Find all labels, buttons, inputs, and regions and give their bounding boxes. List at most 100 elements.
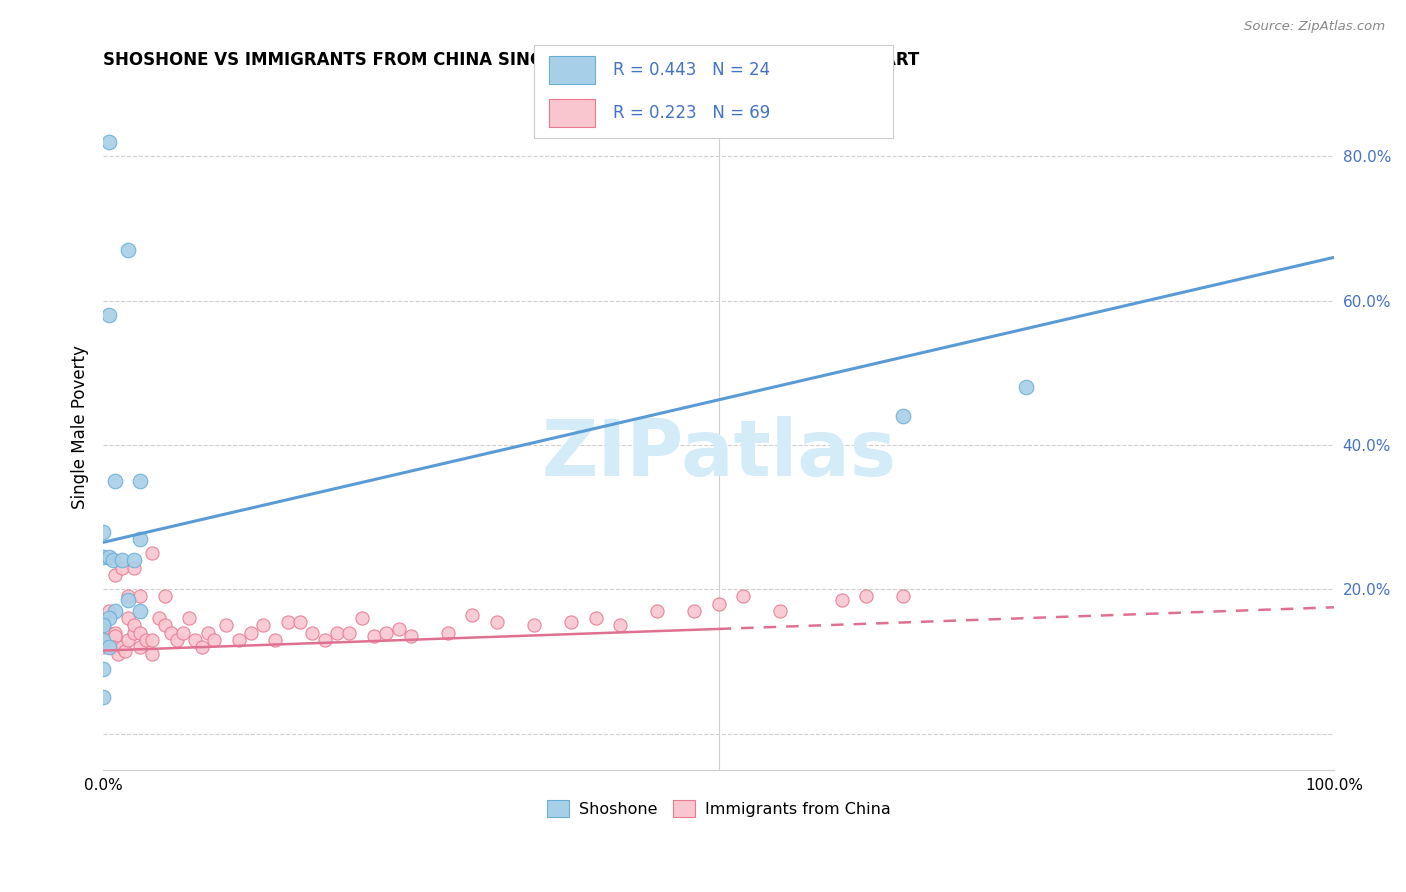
Point [91,618,114,632]
Point [141,647,163,661]
Point [104,625,127,640]
Point [104,567,127,582]
Point [350,611,373,625]
Text: Source: ZipAtlas.com: Source: ZipAtlas.com [1244,20,1385,33]
Point [98,611,121,625]
Point [129,590,152,604]
Point [104,474,127,488]
Point [387,622,409,636]
Point [560,615,582,629]
Point [117,243,139,257]
Point [129,604,152,618]
Point [1015,380,1038,394]
Point [166,632,188,647]
Text: ZIPatlas: ZIPatlas [541,417,896,492]
Point [141,632,163,647]
Point [98,135,121,149]
Point [104,629,127,643]
Point [337,625,360,640]
Point [264,632,287,647]
Point [733,590,755,604]
FancyBboxPatch shape [548,56,595,84]
Point [399,629,422,643]
Point [98,625,121,640]
Point [252,618,274,632]
Point [190,640,212,654]
Point [91,625,114,640]
Point [98,604,121,618]
Point [523,618,546,632]
Point [891,409,914,423]
Point [172,625,194,640]
Point [683,604,706,618]
Point [129,625,152,640]
Point [437,625,460,640]
Point [228,632,250,647]
Point [91,615,114,629]
Point [363,629,385,643]
Point [585,611,607,625]
Point [117,593,139,607]
Text: R = 0.223   N = 69: R = 0.223 N = 69 [613,104,770,122]
Point [110,553,132,567]
Point [160,625,183,640]
Point [107,647,129,661]
Point [122,553,145,567]
Point [197,625,219,640]
Point [301,625,323,640]
Point [91,632,114,647]
Point [117,590,139,604]
Point [314,632,336,647]
Point [110,560,132,574]
Point [114,643,136,657]
Point [609,618,631,632]
Point [831,593,853,607]
Point [110,640,132,654]
Point [239,625,262,640]
Point [129,474,152,488]
Point [148,611,170,625]
Point [141,546,163,560]
Point [98,308,121,322]
Point [135,632,157,647]
FancyBboxPatch shape [548,99,595,127]
Text: SHOSHONE VS IMMIGRANTS FROM CHINA SINGLE MALE POVERTY CORRELATION CHART: SHOSHONE VS IMMIGRANTS FROM CHINA SINGLE… [103,51,920,69]
Point [129,640,152,654]
Point [277,615,299,629]
Point [288,615,311,629]
Text: R = 0.443   N = 24: R = 0.443 N = 24 [613,61,770,78]
Point [91,662,114,676]
Point [91,690,114,705]
Y-axis label: Single Male Poverty: Single Male Poverty [72,345,89,508]
Point [855,590,877,604]
Point [486,615,509,629]
Point [461,607,484,622]
Point [202,632,225,647]
Point [179,611,201,625]
Point [326,625,349,640]
Point [122,560,145,574]
Point [98,632,121,647]
Point [91,524,114,539]
Point [122,625,145,640]
Point [117,611,139,625]
Point [98,640,121,654]
Point [707,597,730,611]
Point [104,604,127,618]
Legend: Shoshone, Immigrants from China: Shoshone, Immigrants from China [540,794,897,823]
Point [375,625,398,640]
Point [117,632,139,647]
Point [769,604,792,618]
Point [153,590,176,604]
Point [122,618,145,632]
Point [645,604,668,618]
Point [101,640,124,654]
Point [91,549,114,564]
Point [91,640,114,654]
Point [101,553,124,567]
Point [98,640,121,654]
Point [129,532,152,546]
Point [153,618,176,632]
Point [184,632,207,647]
Point [891,590,914,604]
